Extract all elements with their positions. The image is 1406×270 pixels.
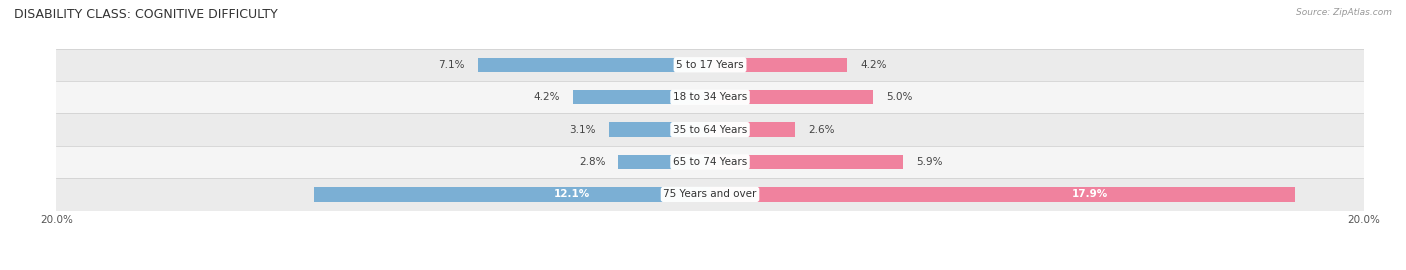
Text: Source: ZipAtlas.com: Source: ZipAtlas.com [1296, 8, 1392, 17]
Bar [56, 113, 1364, 146]
Text: 2.8%: 2.8% [579, 157, 606, 167]
Bar [56, 146, 1364, 178]
Bar [572, 90, 710, 104]
Text: 3.1%: 3.1% [569, 124, 596, 135]
Text: 7.1%: 7.1% [439, 60, 465, 70]
Bar [478, 58, 710, 72]
Text: 5.9%: 5.9% [915, 157, 942, 167]
Text: 17.9%: 17.9% [1073, 189, 1108, 200]
Bar [710, 122, 794, 137]
Text: 5 to 17 Years: 5 to 17 Years [676, 60, 744, 70]
Bar [56, 178, 1364, 211]
Bar [710, 155, 903, 169]
Text: DISABILITY CLASS: COGNITIVE DIFFICULTY: DISABILITY CLASS: COGNITIVE DIFFICULTY [14, 8, 278, 21]
Bar [56, 49, 1364, 81]
Text: 12.1%: 12.1% [554, 189, 589, 200]
Text: 65 to 74 Years: 65 to 74 Years [673, 157, 747, 167]
Bar [710, 90, 873, 104]
Text: 4.2%: 4.2% [533, 92, 560, 102]
Bar [56, 81, 1364, 113]
Text: 2.6%: 2.6% [808, 124, 835, 135]
Bar [619, 155, 710, 169]
Text: 4.2%: 4.2% [860, 60, 887, 70]
Text: 75 Years and over: 75 Years and over [664, 189, 756, 200]
Bar [609, 122, 710, 137]
Text: 18 to 34 Years: 18 to 34 Years [673, 92, 747, 102]
Bar [710, 58, 848, 72]
Text: 5.0%: 5.0% [887, 92, 912, 102]
Text: 35 to 64 Years: 35 to 64 Years [673, 124, 747, 135]
Bar [315, 187, 710, 202]
Bar [710, 187, 1295, 202]
